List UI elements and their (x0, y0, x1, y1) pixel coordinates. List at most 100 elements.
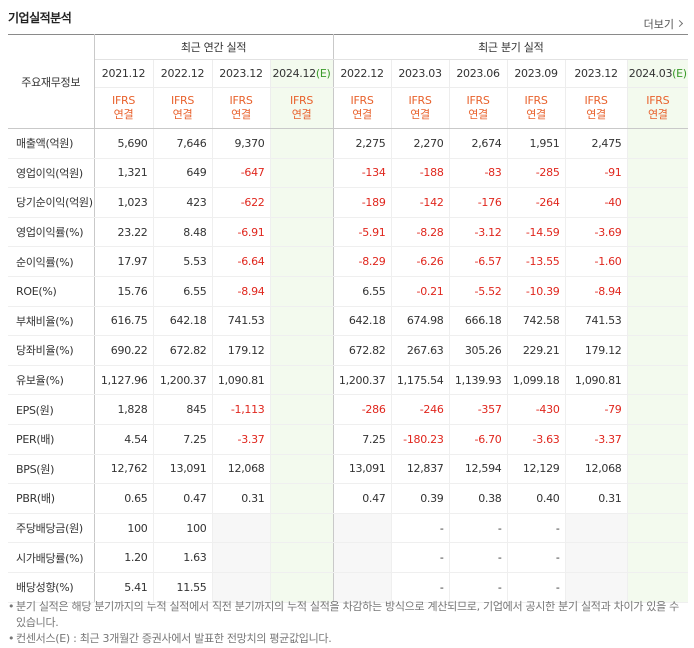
value-cell (269, 542, 334, 573)
value-cell (211, 542, 270, 573)
value-cell: 12,762 (93, 454, 153, 485)
value-cell: -5.52 (448, 276, 508, 307)
value-cell (211, 512, 270, 544)
value-cell (269, 394, 334, 425)
period-header: 2023.06 (448, 59, 508, 88)
value-cell: 2,475 (564, 128, 628, 159)
row-label: ROE(%) (8, 276, 95, 307)
value-cell: 12,837 (390, 454, 450, 485)
value-cell: 642.18 (332, 305, 392, 337)
value-cell: -83 (448, 158, 508, 189)
period: 2023.06 (456, 67, 500, 80)
value-cell: -622 (211, 187, 270, 218)
row-label: 부채비율(%) (8, 305, 95, 337)
value-cell (269, 572, 334, 603)
accounting-standard: IFRS (350, 94, 374, 107)
value-cell: 1,951 (506, 128, 566, 159)
standard-header: IFRS 연결 (152, 87, 212, 129)
value-cell (626, 158, 689, 189)
value-cell (626, 335, 689, 366)
value-cell: 0.40 (506, 483, 566, 514)
value-cell: 1,090.81 (211, 365, 270, 396)
data-row: 시가배당률(%) 1.20 1.63- - - (8, 542, 689, 573)
data-row: 당좌비율(%) 690.22 672.82 179.12 672.82 267.63 305… (8, 335, 689, 366)
value-cell: 672.82 (152, 335, 212, 366)
value-cell: -1.60 (564, 246, 628, 277)
period: 2023.09 (514, 67, 558, 80)
value-cell: - (390, 542, 450, 573)
value-cell: 267.63 (390, 335, 450, 366)
value-cell: 1,200.37 (152, 365, 212, 396)
value-cell (269, 158, 334, 189)
value-cell: 1,023 (93, 187, 153, 218)
period-header: 2023.09 (506, 59, 566, 88)
value-cell (269, 305, 334, 337)
value-cell (626, 216, 689, 248)
accounting-standard: IFRS (646, 94, 670, 107)
period: 2022.12 (340, 67, 384, 80)
value-cell: 2,275 (332, 128, 392, 159)
row-label: 주당배당금(원) (8, 512, 95, 544)
data-row: EPS(원) 1,828 845 -1,113 -286 -246 -357 -430 -79 (8, 394, 689, 425)
value-cell (564, 542, 628, 573)
consolidation-basis: 연결 (352, 108, 372, 121)
more-link[interactable]: 더보기 (644, 16, 682, 32)
period: 2024.03 (628, 67, 673, 80)
value-cell: - (390, 512, 450, 544)
value-cell: -3.37 (211, 424, 270, 455)
row-label: 시가배당률(%) (8, 542, 95, 573)
period: 2023.03 (398, 67, 442, 80)
value-cell: 690.22 (93, 335, 153, 366)
value-cell: 1,127.96 (93, 365, 153, 396)
value-cell: -3.69 (564, 216, 628, 248)
period-header: 2023.12 (564, 59, 628, 88)
value-cell (269, 512, 334, 544)
row-label: EPS(원) (8, 394, 95, 425)
value-cell: 1,175.54 (390, 365, 450, 396)
accounting-standard: IFRS (408, 94, 432, 107)
value-cell: 1,090.81 (564, 365, 628, 396)
data-row: PBR(배) 0.65 0.47 0.31 0.47 0.39 0.38 0.40 0.31 (8, 483, 689, 514)
value-cell: -10.39 (506, 276, 566, 307)
value-cell: 13,091 (152, 454, 212, 485)
value-cell: 2,270 (390, 128, 450, 159)
period-header: 2023.03 (390, 59, 450, 88)
value-cell: -6.57 (448, 246, 508, 277)
standard-header: IFRS 연결 (93, 87, 153, 129)
standard-header: IFRS 연결 (332, 87, 392, 129)
value-cell: -13.55 (506, 246, 566, 277)
estimate-mark: (E) (672, 67, 687, 80)
value-cell: 741.53 (211, 305, 270, 337)
period-header: 2021.12 (93, 59, 153, 88)
value-cell: 0.47 (152, 483, 212, 514)
data-row: 유보율(%) 1,127.96 1,200.37 1,090.81 1,200.37 1,… (8, 365, 689, 396)
value-cell: 12,129 (506, 454, 566, 485)
value-cell: - (506, 542, 566, 573)
standard-header: IFRS 연결 (626, 87, 689, 129)
value-cell (626, 128, 689, 159)
value-cell: -6.91 (211, 216, 270, 248)
value-cell (626, 246, 689, 277)
value-cell: -286 (332, 394, 392, 425)
value-cell: 674.98 (390, 305, 450, 337)
value-cell: - (448, 542, 508, 573)
data-row: 주당배당금(원) 100 100- - - (8, 512, 689, 544)
value-cell: 15.76 (93, 276, 153, 307)
value-cell: 12,068 (211, 454, 270, 485)
value-cell (269, 335, 334, 366)
value-cell: -1,113 (211, 394, 270, 425)
value-cell: -0.21 (390, 276, 450, 307)
value-cell: 1,200.37 (332, 365, 392, 396)
value-cell (269, 187, 334, 218)
standard-header: IFRS 연결 (269, 87, 334, 129)
section-title: 기업실적분석 (8, 11, 72, 25)
value-cell: 11.55 (152, 572, 212, 603)
value-cell (564, 572, 628, 603)
value-cell (269, 276, 334, 307)
standard-header: IFRS 연결 (448, 87, 508, 129)
period: 2023.12 (219, 67, 263, 80)
standard-header: IFRS 연결 (390, 87, 450, 129)
data-row: 부채비율(%) 616.75 642.18 741.53 642.18 674.98 666… (8, 305, 689, 337)
consolidation-basis: 연결 (113, 108, 134, 121)
standard-header: IFRS 연결 (211, 87, 270, 129)
